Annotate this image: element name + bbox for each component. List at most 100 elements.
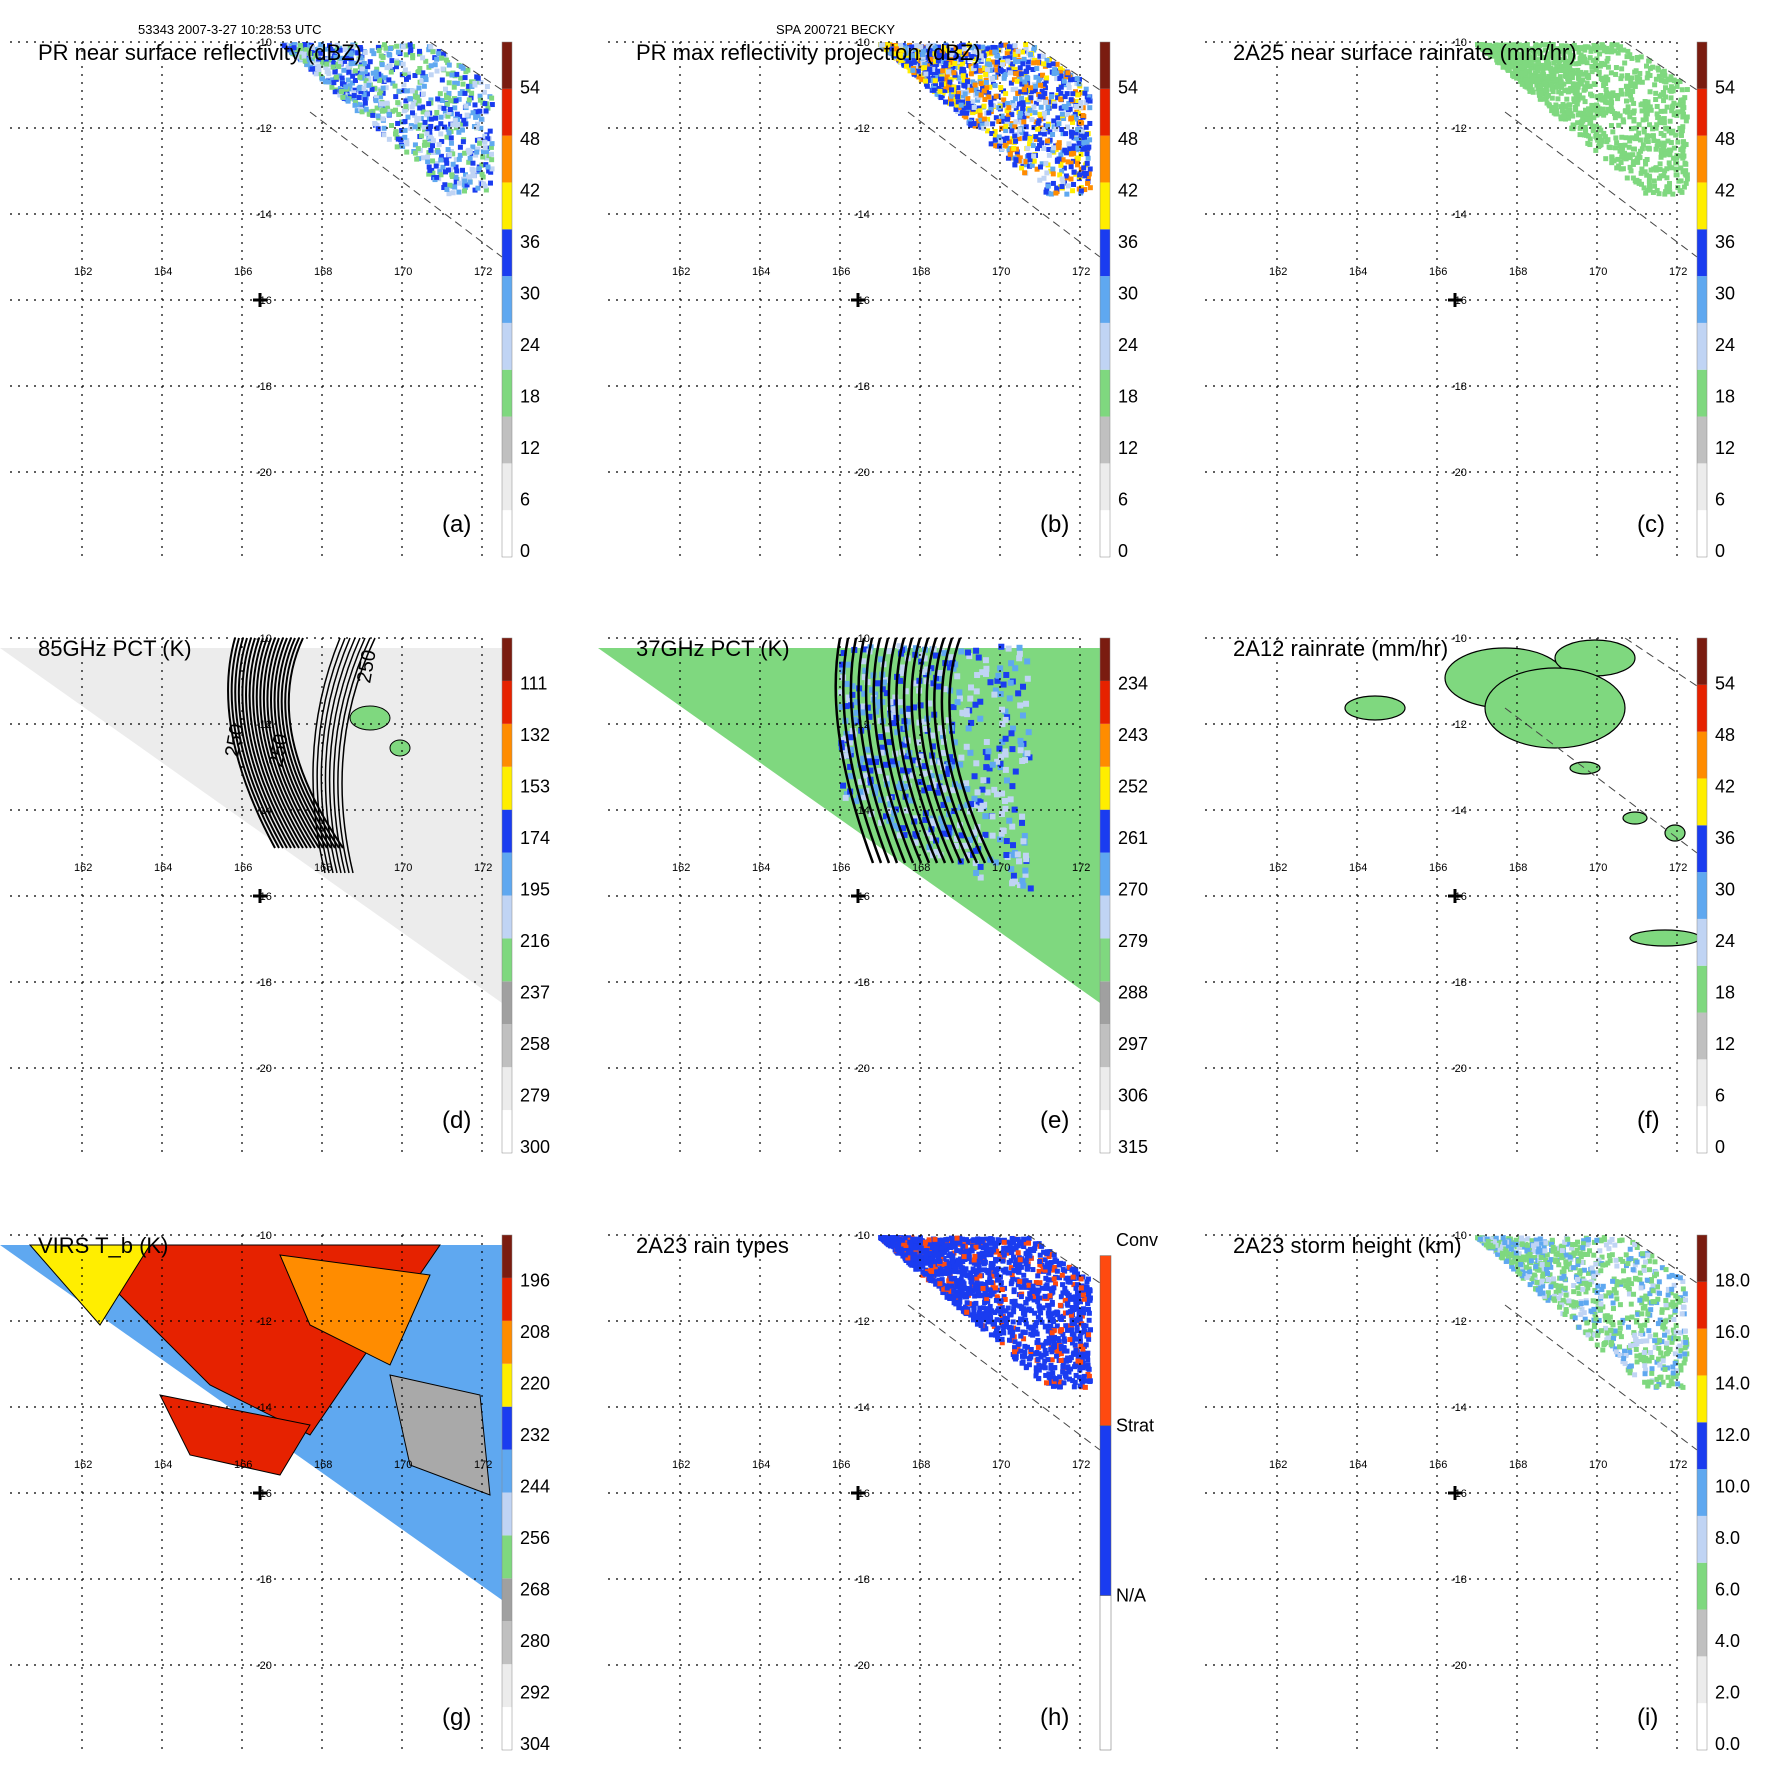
colorbar-label: 0: [1118, 541, 1128, 561]
colorbar-label: 292: [520, 1683, 550, 1703]
colorbar-segment: [502, 938, 512, 982]
contour-arcs: [227, 637, 376, 874]
colorbar-label: 153: [520, 777, 550, 797]
lat-tick-label: -20: [256, 1660, 272, 1672]
lon-tick-label: 164: [752, 1459, 770, 1471]
colorbar-label: 36: [1715, 232, 1735, 252]
colorbar-label: 12: [1715, 1034, 1735, 1054]
cloud-region: [279, 1254, 431, 1366]
lon-tick-label: 164: [1349, 1459, 1367, 1471]
rain-blob: [1629, 929, 1701, 947]
colorbar-label: 42: [1715, 777, 1735, 797]
map-layer: [1344, 637, 1701, 947]
colorbar-segment: [1697, 369, 1707, 417]
colorbar-label: 18: [1715, 983, 1735, 1003]
colorbar-label: 216: [520, 931, 550, 951]
colorbar-label: 279: [520, 1086, 550, 1106]
panel-label: (a): [442, 511, 471, 538]
colorbar-label: 48: [1118, 129, 1138, 149]
colorbar-segment: [1697, 1422, 1707, 1470]
colorbar-label: 6.0: [1715, 1580, 1740, 1600]
colorbar-segment: [502, 1320, 512, 1364]
colorbar-segment: [502, 723, 512, 767]
colorbar-segment: [502, 1235, 512, 1278]
colorbar-segment: [502, 1664, 512, 1708]
colorbar-label: 196: [520, 1271, 550, 1291]
colorbar-label: 42: [1715, 181, 1735, 201]
colorbar-label: 111: [520, 674, 547, 694]
colorbar-label: 4.0: [1715, 1631, 1740, 1651]
colorbar-label: 12: [520, 438, 540, 458]
lon-tick-label: 168: [912, 1459, 930, 1471]
colorbar-segment: [502, 135, 512, 183]
colorbar-label: 174: [520, 828, 550, 848]
colorbar-segment: [1697, 825, 1707, 873]
colorbar-label: 30: [520, 284, 540, 304]
colorbar-segment: [1697, 416, 1707, 464]
colorbar-label: 18: [1118, 387, 1138, 407]
colorbar-label: 0: [520, 541, 530, 561]
lat-tick-label: -14: [1451, 209, 1467, 221]
lat-tick-label: -20: [1451, 1063, 1467, 1075]
colorbar-label: 315: [1118, 1137, 1148, 1157]
colorbar-segment: [1099, 1425, 1112, 1596]
colorbar-segment: [502, 809, 512, 853]
lat-tick-label: -18: [854, 381, 870, 393]
lat-tick-label: -18: [256, 1574, 272, 1586]
colorbar-label: 18: [1715, 387, 1735, 407]
lon-tick-label: 172: [1072, 266, 1090, 278]
colorbar-segment: [1697, 88, 1707, 136]
colorbar-segment: [1100, 135, 1110, 183]
colorbar-label: 6: [1118, 490, 1128, 510]
lat-tick-label: -20: [854, 467, 870, 479]
colorbar-segment: [502, 463, 512, 511]
panel-title: 2A12 rainrate (mm/hr): [1233, 636, 1448, 661]
storm-center-marker: [851, 889, 865, 903]
colorbar-label: 300: [520, 1137, 550, 1157]
colorbar-label: 24: [1715, 931, 1735, 951]
colorbar-label: 232: [520, 1425, 550, 1445]
lon-tick-label: 168: [314, 266, 332, 278]
lon-tick-label: 164: [752, 862, 770, 874]
colorbar-segment: [1697, 684, 1707, 732]
colorbar-segment: [502, 766, 512, 810]
lat-tick-label: -20: [854, 1063, 870, 1075]
lat-tick-label: -10: [256, 633, 272, 645]
lon-tick-label: 168: [1509, 1459, 1527, 1471]
map-layer: [878, 41, 1101, 258]
colorbar-segment: [1697, 638, 1707, 685]
lon-tick-label: 172: [1072, 1459, 1090, 1471]
lat-tick-label: -12: [854, 719, 870, 731]
colorbar-segment: [1697, 1059, 1707, 1107]
colorbar-label: 18: [520, 387, 540, 407]
lon-tick-label: 172: [1669, 862, 1687, 874]
lon-tick-label: 168: [314, 1459, 332, 1471]
colorbar-label: 10.0: [1715, 1477, 1750, 1497]
lon-tick-label: 162: [74, 1459, 92, 1471]
colorbar-label: 54: [1715, 78, 1735, 98]
lat-tick-label: -18: [1451, 381, 1467, 393]
colorbar-segment: [1100, 938, 1110, 982]
lon-tick-label: 172: [474, 1459, 492, 1471]
colorbar-label: 6: [1715, 490, 1725, 510]
colorbar-segment: [1697, 1656, 1707, 1704]
colorbar-label: 54: [520, 78, 540, 98]
lat-tick-label: -12: [1451, 123, 1467, 135]
colorbar-segment: [1697, 42, 1707, 89]
colorbar-label: 14.0: [1715, 1374, 1750, 1394]
colorbar-segment: [1697, 1281, 1707, 1329]
colorbar-segment: [502, 369, 512, 417]
lat-tick-label: -18: [1451, 1574, 1467, 1586]
colorbar-label: 6: [1715, 1086, 1725, 1106]
rain-blob: [1344, 695, 1406, 721]
colorbar-label: 24: [1715, 335, 1735, 355]
lon-tick-label: 164: [1349, 266, 1367, 278]
lon-tick-label: 162: [672, 1459, 690, 1471]
map-layer: [1475, 41, 1698, 258]
colorbar-segment: [502, 322, 512, 370]
cloud-region: [28, 1244, 151, 1326]
lat-tick-label: -14: [1451, 805, 1467, 817]
rain-blob: [1622, 811, 1648, 825]
